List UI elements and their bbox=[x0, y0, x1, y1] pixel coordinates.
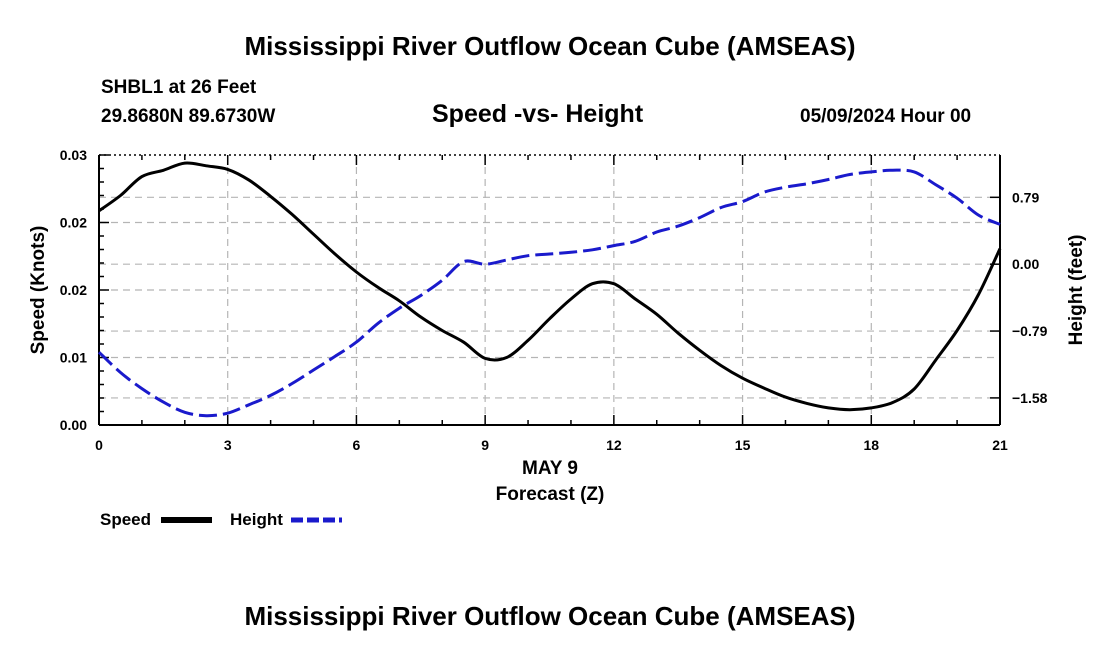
series-line-speed bbox=[98, 161, 1002, 412]
x-tick-label: 21 bbox=[992, 437, 1008, 453]
y2-tick-label: −1.58 bbox=[1012, 390, 1048, 406]
y-axis-label: Speed (Knots) bbox=[28, 226, 49, 355]
y-tick-label: 0.03 bbox=[60, 147, 87, 163]
legend-speed-label: Speed bbox=[100, 510, 151, 529]
legend: Speed Height bbox=[100, 510, 342, 529]
x-tick-label: 18 bbox=[863, 437, 879, 453]
forecast-datetime: 05/09/2024 Hour 00 bbox=[800, 106, 972, 127]
chart-title: Mississippi River Outflow Ocean Cube (AM… bbox=[244, 31, 856, 61]
x-tick-label: 6 bbox=[353, 437, 361, 453]
y-tick-label: 0.01 bbox=[60, 350, 87, 366]
tick-labels: 0 3 6 9 12 15 18 21 0.00 0.01 0.02 0.02 0.03 −1.58 −0.… bbox=[60, 147, 1048, 453]
x-tick-label: 15 bbox=[735, 437, 751, 453]
chart-subtitle: Speed -vs- Height bbox=[432, 100, 644, 128]
series-line-height bbox=[97, 168, 1001, 418]
station-name: SHBL1 at 26 Feet bbox=[101, 77, 257, 98]
legend-height-label: Height bbox=[230, 510, 283, 529]
y-tick-label: 0.00 bbox=[60, 417, 87, 433]
y2-tick-label: 0.79 bbox=[1012, 189, 1039, 205]
station-coordinates: 29.8680N 89.6730W bbox=[101, 106, 276, 127]
y-tick-label: 0.02 bbox=[60, 282, 87, 298]
y-tick-label: 0.02 bbox=[60, 215, 87, 231]
x-tick-label: 0 bbox=[95, 437, 103, 453]
x-tick-label: 3 bbox=[224, 437, 232, 453]
x-tick-label: 12 bbox=[606, 437, 622, 453]
y2-axis-label: Height (feet) bbox=[1066, 235, 1087, 346]
x-axis-label: Forecast (Z) bbox=[496, 484, 605, 505]
grid-layer bbox=[99, 155, 1000, 425]
y2-tick-label: −0.79 bbox=[1012, 323, 1048, 339]
x-tick-label: 9 bbox=[481, 437, 489, 453]
y2-tick-label: 0.00 bbox=[1012, 256, 1039, 272]
series-layer bbox=[97, 161, 1002, 418]
x-sub-label: MAY 9 bbox=[522, 458, 578, 479]
plot-frame bbox=[98, 154, 1001, 426]
axis-ticks bbox=[98, 154, 1001, 426]
footer-title: Mississippi River Outflow Ocean Cube (AM… bbox=[244, 601, 856, 631]
